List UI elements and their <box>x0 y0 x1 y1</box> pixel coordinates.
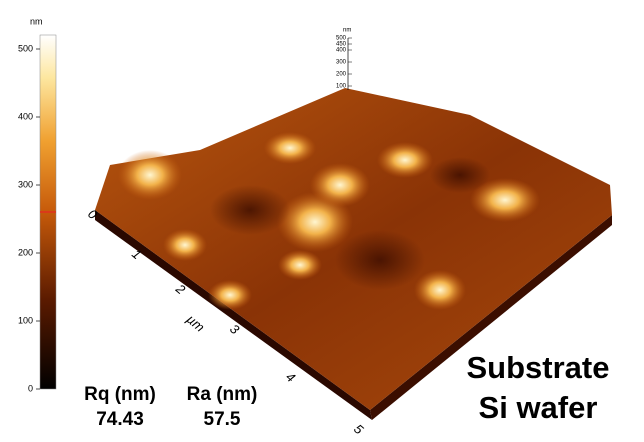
axis-unit: µm <box>184 311 208 334</box>
stat-value: 74.43 <box>96 409 144 430</box>
axis-tick-label: 2 <box>172 280 189 297</box>
colorbar-tick-label: 100 <box>18 315 33 325</box>
colorbar-tick-label: 300 <box>18 179 33 189</box>
z-scale-tick-label: 100 <box>336 84 347 90</box>
colorbar-tick-label: 200 <box>18 247 33 257</box>
z-scale-tick-label: 300 <box>336 60 347 66</box>
colorbar-tick-label: 400 <box>18 111 33 121</box>
z-scale-unit: nm <box>343 28 351 34</box>
stat-value: 57.5 <box>204 409 241 430</box>
afm-figure: nm 5004003002001000 nm 50045040030020010… <box>0 0 644 442</box>
colorbar-tick-label: 500 <box>18 43 33 53</box>
colorbar-unit: nm <box>30 16 43 26</box>
stat-label: Rq (nm) <box>84 384 156 405</box>
axis-tick-label: 5 <box>351 421 367 438</box>
caption: Si wafer <box>479 390 598 425</box>
axis-tick-label: 1 <box>129 246 144 262</box>
caption: Substrate <box>467 350 610 385</box>
z-scale-tick-label: 200 <box>336 72 347 78</box>
axis-tick-label: 3 <box>227 321 243 338</box>
colorbar-tick-label: 0 <box>28 383 33 393</box>
z-scale-tick-label: 400 <box>336 48 347 54</box>
axis-tick-label: 4 <box>283 369 298 385</box>
stat-label: Ra (nm) <box>187 384 258 405</box>
